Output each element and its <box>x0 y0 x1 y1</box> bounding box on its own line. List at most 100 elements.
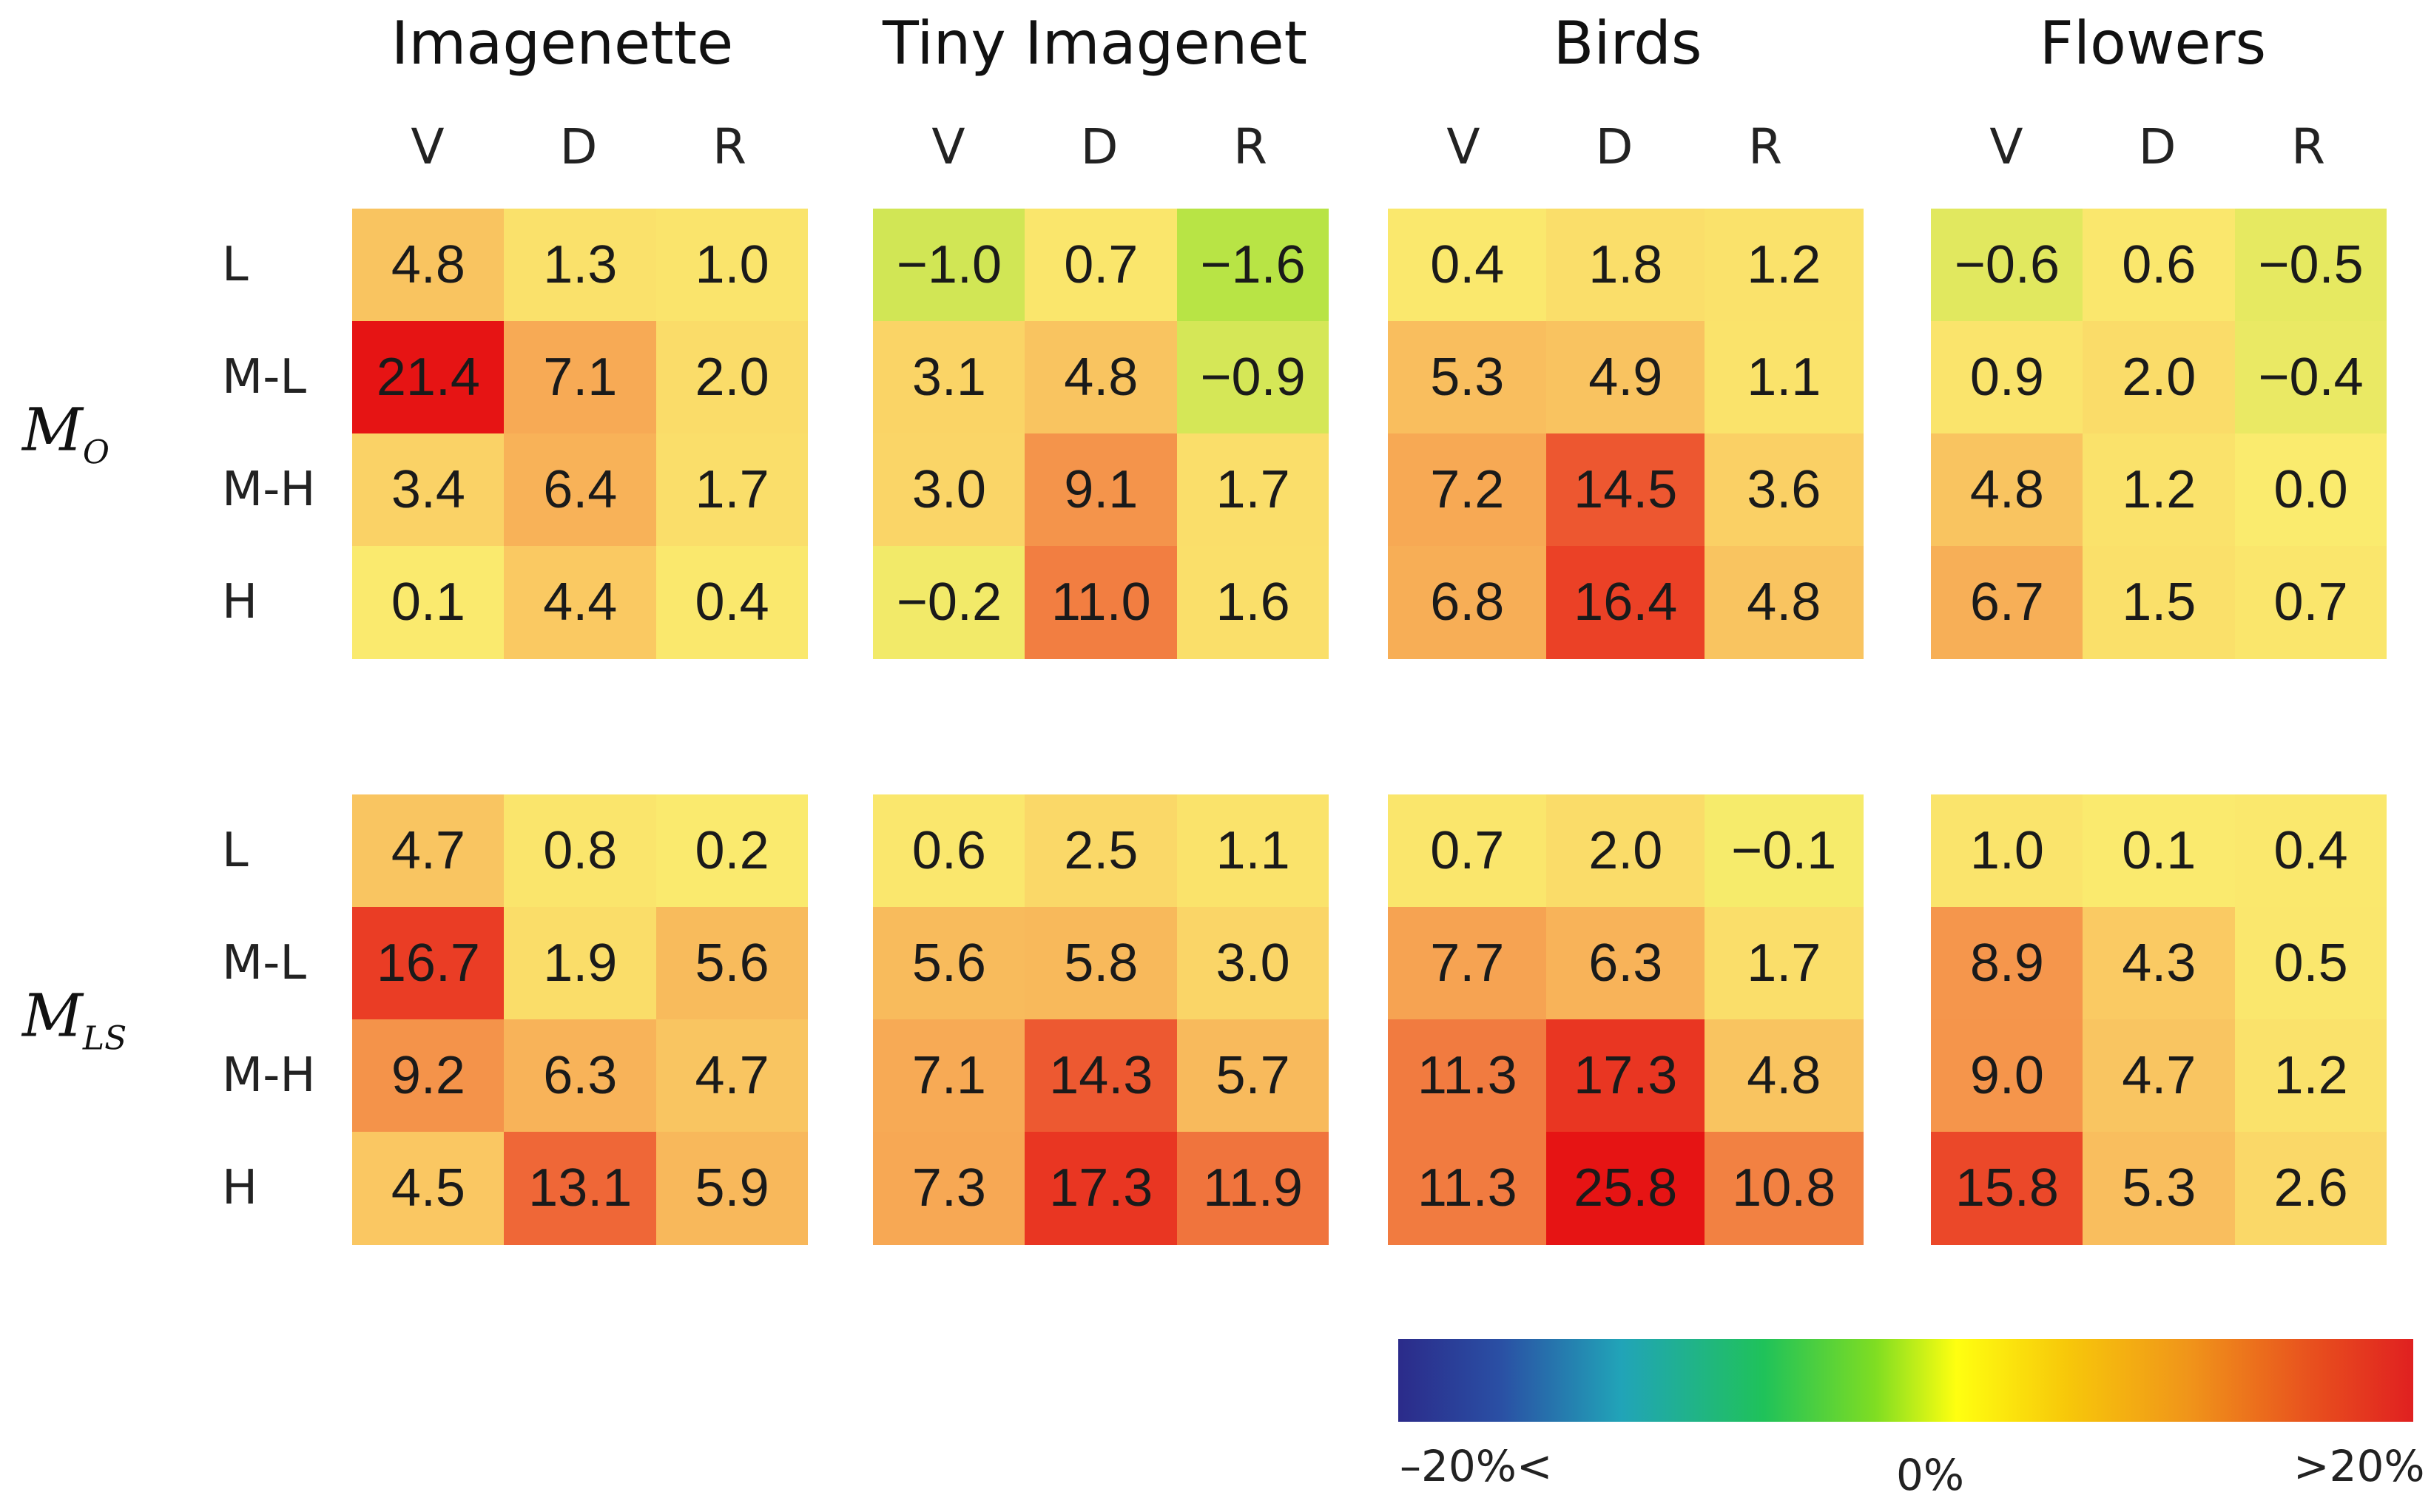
heatmap-cell-1-2-2-2: 4.8 <box>1705 1019 1864 1133</box>
heatmap-cell-0-1-0-0: −1.0 <box>873 209 1025 322</box>
heatmap-cell-0-0-1-0: 21.4 <box>352 321 505 434</box>
heatmap-cell-0-0-0-2: 1.0 <box>655 209 809 322</box>
column-label-2-1: D <box>1595 118 1633 175</box>
model-label-base-0: M <box>22 395 83 465</box>
heatmap-cell-0-3-1-1: 2.0 <box>2083 321 2236 434</box>
column-label-0-2: R <box>712 118 746 175</box>
heatmap-cell-1-1-2-2: 5.7 <box>1176 1019 1329 1133</box>
heatmap-cell-1-3-1-2: 0.5 <box>2234 907 2387 1020</box>
column-label-1-2: R <box>1233 118 1267 175</box>
heatmap-cell-1-1-3-0: 7.3 <box>873 1132 1025 1245</box>
heatmap-cell-0-2-3-0: 6.8 <box>1388 546 1547 659</box>
heatmap-cell-0-3-0-1: 0.6 <box>2083 209 2236 322</box>
column-label-3-2: R <box>2291 118 2325 175</box>
heatmap-cell-0-0-0-0: 4.8 <box>352 209 505 322</box>
heatmap-cell-1-3-1-1: 4.3 <box>2083 907 2236 1020</box>
heatmap-cell-1-0-3-1: 13.1 <box>504 1132 657 1245</box>
model-label-1: MLS <box>22 982 127 1058</box>
column-label-0-1: D <box>559 118 598 175</box>
heatmap-cell-0-2-1-0: 5.3 <box>1388 321 1547 434</box>
heatmap-cell-0-2-1-1: 4.9 <box>1546 321 1705 434</box>
heatmap-cell-0-1-1-2: −0.9 <box>1176 321 1329 434</box>
heatmap-cell-0-3-1-0: 0.9 <box>1931 321 2083 434</box>
heatmap-cell-1-1-1-0: 5.6 <box>873 907 1025 1020</box>
heatmap-cell-0-1-1-1: 4.8 <box>1025 321 1178 434</box>
heatmap-cell-0-0-3-1: 4.4 <box>504 546 657 659</box>
heatmap-cell-1-2-1-1: 6.3 <box>1546 907 1705 1020</box>
dataset-title-2: Birds <box>1553 9 1702 78</box>
row-label-1-0: L <box>222 823 249 878</box>
heatmap-cell-1-0-0-0: 4.7 <box>352 794 505 908</box>
heatmap-cell-0-2-2-0: 7.2 <box>1388 433 1547 547</box>
heatmap-cell-0-2-2-2: 3.6 <box>1705 433 1864 547</box>
heatmap-cell-1-2-0-0: 0.7 <box>1388 794 1547 908</box>
heatmap-cell-1-1-1-2: 3.0 <box>1176 907 1329 1020</box>
heatmap-cell-1-1-2-0: 7.1 <box>873 1019 1025 1133</box>
heatmap-cell-0-1-3-2: 1.6 <box>1176 546 1329 659</box>
heatmap-cell-0-3-0-2: −0.5 <box>2234 209 2387 322</box>
heatmap-cell-1-1-3-1: 17.3 <box>1025 1132 1178 1245</box>
row-label-0-2: M-H <box>222 462 316 517</box>
heatmap-cell-1-3-2-2: 1.2 <box>2234 1019 2387 1133</box>
heatmap-cell-1-0-0-2: 0.2 <box>655 794 809 908</box>
heatmap-cell-0-2-3-1: 16.4 <box>1546 546 1705 659</box>
heatmap-cell-1-1-3-2: 11.9 <box>1176 1132 1329 1245</box>
heatmap-cell-0-1-1-0: 3.1 <box>873 321 1025 434</box>
row-label-0-3: H <box>222 575 258 630</box>
heatmap-cell-0-1-2-2: 1.7 <box>1176 433 1329 547</box>
heatmap-cell-0-3-0-0: −0.6 <box>1931 209 2083 322</box>
heatmap-cell-0-0-2-1: 6.4 <box>504 433 657 547</box>
heatmap-cell-0-2-1-2: 1.1 <box>1705 321 1864 434</box>
heatmap-cell-0-0-3-0: 0.1 <box>352 546 505 659</box>
heatmap-cell-0-2-0-2: 1.2 <box>1705 209 1864 322</box>
heatmap-cell-0-1-3-1: 11.0 <box>1025 546 1178 659</box>
heatmap-cell-1-3-1-0: 8.9 <box>1931 907 2083 1020</box>
dataset-title-3: Flowers <box>2039 9 2267 78</box>
heatmap-cell-1-3-2-1: 4.7 <box>2083 1019 2236 1133</box>
heatmap-cell-1-2-3-0: 11.3 <box>1388 1132 1547 1245</box>
column-label-3-1: D <box>2138 118 2177 175</box>
heatmap-cell-1-0-2-2: 4.7 <box>655 1019 809 1133</box>
row-label-0-0: L <box>222 237 249 292</box>
heatmap-cell-1-0-3-2: 5.9 <box>655 1132 809 1245</box>
heatmap-cell-1-2-1-0: 7.7 <box>1388 907 1547 1020</box>
heatmap-cell-1-3-0-0: 1.0 <box>1931 794 2083 908</box>
heatmap-cell-1-3-3-0: 15.8 <box>1931 1132 2083 1245</box>
dataset-title-1: Tiny Imagenet <box>883 9 1307 78</box>
row-label-1-2: M-H <box>222 1048 316 1103</box>
heatmap-cell-0-2-2-1: 14.5 <box>1546 433 1705 547</box>
heatmap-cell-1-1-1-1: 5.8 <box>1025 907 1178 1020</box>
heatmap-cell-0-2-0-1: 1.8 <box>1546 209 1705 322</box>
colorbar-max-label: >20% <box>2293 1441 2425 1491</box>
model-label-subscript-0: O <box>82 433 109 472</box>
heatmap-cell-0-3-2-0: 4.8 <box>1931 433 2083 547</box>
dataset-title-0: Imagenette <box>391 9 734 78</box>
heatmap-cell-0-3-3-0: 6.7 <box>1931 546 2083 659</box>
column-label-1-1: D <box>1080 118 1119 175</box>
heatmap-cell-1-0-2-1: 6.3 <box>504 1019 657 1133</box>
heatmap-cell-0-3-3-2: 0.7 <box>2234 546 2387 659</box>
row-label-1-1: M-L <box>222 936 306 990</box>
heatmap-cell-1-2-2-1: 17.3 <box>1546 1019 1705 1133</box>
heatmap-cell-0-0-2-0: 3.4 <box>352 433 505 547</box>
row-label-0-1: M-L <box>222 350 306 405</box>
column-label-3-0: V <box>1989 118 2023 175</box>
column-label-1-0: V <box>931 118 965 175</box>
heatmap-cell-1-0-0-1: 0.8 <box>504 794 657 908</box>
heatmap-cell-0-1-0-2: −1.6 <box>1176 209 1329 322</box>
colorbar-mid-label: 0% <box>1896 1450 1965 1500</box>
heatmap-cell-0-1-2-1: 9.1 <box>1025 433 1178 547</box>
heatmap-cell-1-2-3-1: 25.8 <box>1546 1132 1705 1245</box>
heatmap-cell-0-0-1-1: 7.1 <box>504 321 657 434</box>
column-label-2-2: R <box>1748 118 1782 175</box>
heatmap-cell-0-2-3-2: 4.8 <box>1705 546 1864 659</box>
heatmap-cell-1-0-1-2: 5.6 <box>655 907 809 1020</box>
column-label-2-0: V <box>1446 118 1480 175</box>
heatmap-cell-1-3-0-2: 0.4 <box>2234 794 2387 908</box>
heatmap-cell-0-3-1-2: −0.4 <box>2234 321 2387 434</box>
heatmap-cell-0-3-3-1: 1.5 <box>2083 546 2236 659</box>
heatmap-cell-1-3-2-0: 9.0 <box>1931 1019 2083 1133</box>
heatmap-cell-1-0-1-0: 16.7 <box>352 907 505 1020</box>
row-label-1-3: H <box>222 1161 258 1215</box>
heatmap-cell-1-0-2-0: 9.2 <box>352 1019 505 1133</box>
